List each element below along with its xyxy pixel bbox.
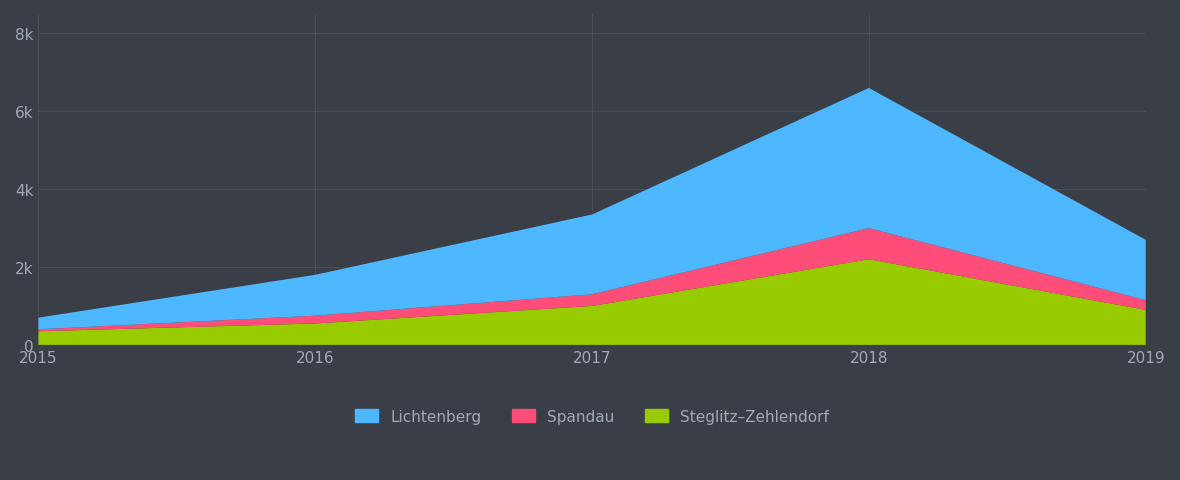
Legend: Lichtenberg, Spandau, Steglitz–Zehlendorf: Lichtenberg, Spandau, Steglitz–Zehlendor… <box>349 403 835 430</box>
